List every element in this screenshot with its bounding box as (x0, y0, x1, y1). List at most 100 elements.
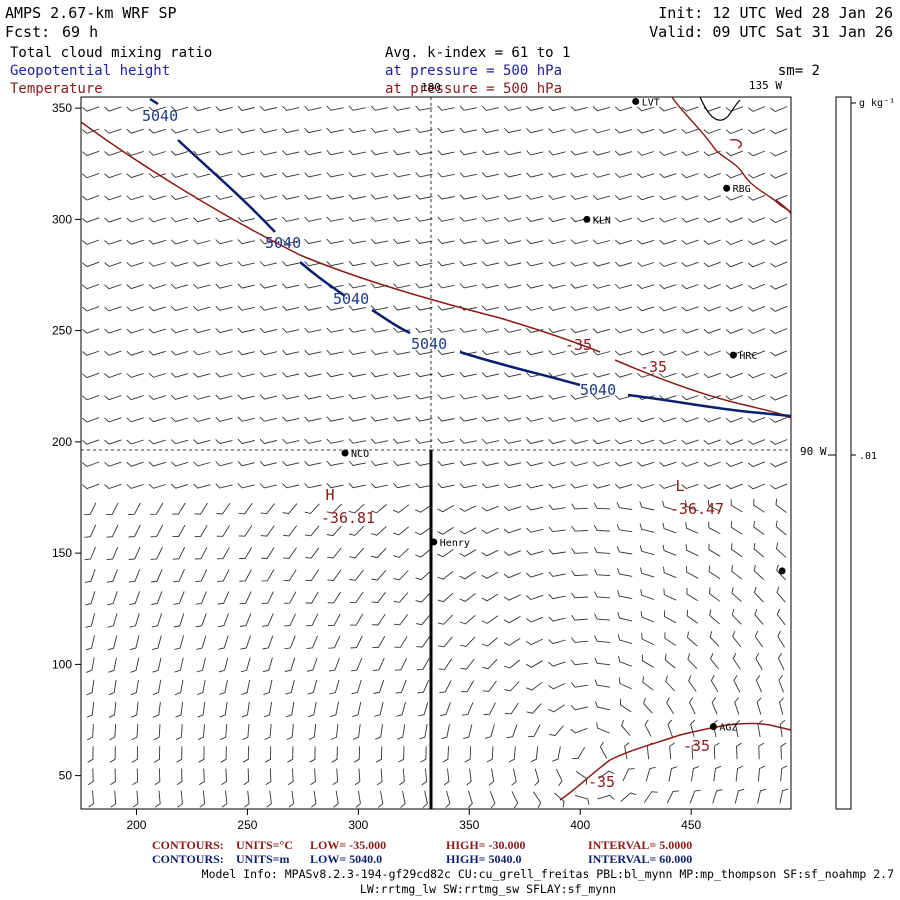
wind-barb (350, 635, 363, 649)
wind-barb (151, 591, 163, 605)
wind-barb (481, 261, 499, 267)
wind-barb (304, 283, 322, 289)
wind-barb (481, 416, 499, 422)
wind-barb (86, 701, 95, 718)
x-axis-tick-label: 450 (681, 818, 701, 832)
wind-barb (481, 593, 499, 602)
wind-barb (481, 460, 499, 467)
wind-barb (259, 349, 278, 356)
wind-barb (459, 549, 477, 557)
wind-barb (614, 261, 633, 267)
wind-barb (393, 194, 411, 200)
wind-barb (503, 637, 521, 646)
wind-barb (548, 105, 566, 112)
wind-barb (326, 503, 343, 514)
wind-barb (747, 483, 766, 490)
wind-barb (686, 566, 699, 579)
wind-barb (348, 260, 366, 267)
wind-barb (304, 261, 322, 267)
wind-barb (593, 569, 611, 577)
wind-barb (681, 239, 699, 245)
wind-barb (193, 416, 211, 423)
wind-barb (370, 127, 389, 133)
wind-barb (371, 570, 387, 581)
wind-barb (148, 483, 166, 489)
wind-barb (592, 128, 611, 134)
wind-barb (713, 765, 722, 782)
wind-barb (778, 697, 785, 715)
wind-barb (215, 106, 233, 112)
wind-barb (264, 724, 272, 741)
wind-barb (616, 524, 633, 533)
wind-barb (104, 106, 122, 112)
wind-barb (85, 613, 96, 628)
wind-barb (170, 306, 189, 312)
wind-barb (548, 571, 566, 577)
wind-barb (459, 593, 476, 602)
wind-barb (637, 195, 655, 201)
wind-barb (241, 701, 250, 718)
wind-barb (777, 652, 785, 671)
wind-barb (747, 372, 766, 379)
station-marker (341, 449, 349, 457)
wind-barb (393, 216, 411, 222)
wind-barb (437, 349, 455, 355)
wind-barb (392, 504, 410, 514)
wind-barb (747, 217, 766, 223)
wind-barb (756, 697, 762, 715)
wind-barb (176, 746, 183, 763)
wind-barb (712, 789, 723, 804)
wind-barb (570, 727, 588, 734)
wind-barb (686, 587, 699, 602)
wind-barb (220, 746, 227, 763)
wind-barb (370, 371, 389, 378)
wind-barb (177, 790, 183, 808)
wind-barb (592, 439, 611, 445)
wind-barb (217, 569, 230, 582)
wind-barb (370, 482, 389, 489)
wind-barb (667, 719, 673, 737)
wind-barb (148, 306, 166, 312)
wind-barb (215, 305, 233, 311)
wind-barb (86, 679, 95, 696)
height-contour (149, 97, 159, 106)
wind-barb (393, 238, 411, 244)
wind-barb (348, 327, 366, 333)
wind-barb (259, 150, 278, 156)
wind-barb (262, 613, 274, 627)
wind-barb (592, 283, 611, 289)
wind-barb (659, 417, 677, 423)
wind-barb (681, 106, 699, 112)
wind-barb (703, 417, 721, 423)
wind-barb (82, 150, 100, 157)
extrema-group: H -36.81 L -36.47 (321, 477, 724, 527)
coastline-segment (729, 138, 742, 149)
field-cloud-mixing: Total cloud mixing ratio (10, 45, 212, 61)
wind-barb (148, 173, 166, 179)
y-axis-tick-label: 150 (52, 546, 72, 560)
wind-barb (770, 239, 788, 246)
wind-barb (304, 327, 322, 333)
wind-barb (459, 260, 477, 267)
wind-barb (445, 790, 451, 809)
wind-barb (708, 521, 721, 535)
wind-barb (128, 502, 141, 515)
wind-barb (685, 522, 699, 534)
wind-barb (481, 505, 499, 512)
wind-barb (503, 594, 521, 601)
wind-barb (104, 439, 122, 445)
wind-barb (195, 591, 207, 605)
wind-barb (614, 461, 633, 467)
wind-barb (622, 768, 635, 782)
wind-barb (732, 652, 741, 670)
wind-barb (329, 679, 340, 695)
wind-barb (126, 217, 144, 223)
wind-barb (459, 416, 477, 422)
wind-barb (775, 542, 787, 558)
height-contour (299, 261, 346, 298)
init-time: Init: 12 UTC Wed 28 Jan 26 (658, 4, 893, 22)
wind-barb (778, 675, 784, 693)
height-contour-label: 5040 (142, 107, 178, 125)
wind-barb (597, 794, 615, 800)
wind-barb (770, 439, 788, 446)
